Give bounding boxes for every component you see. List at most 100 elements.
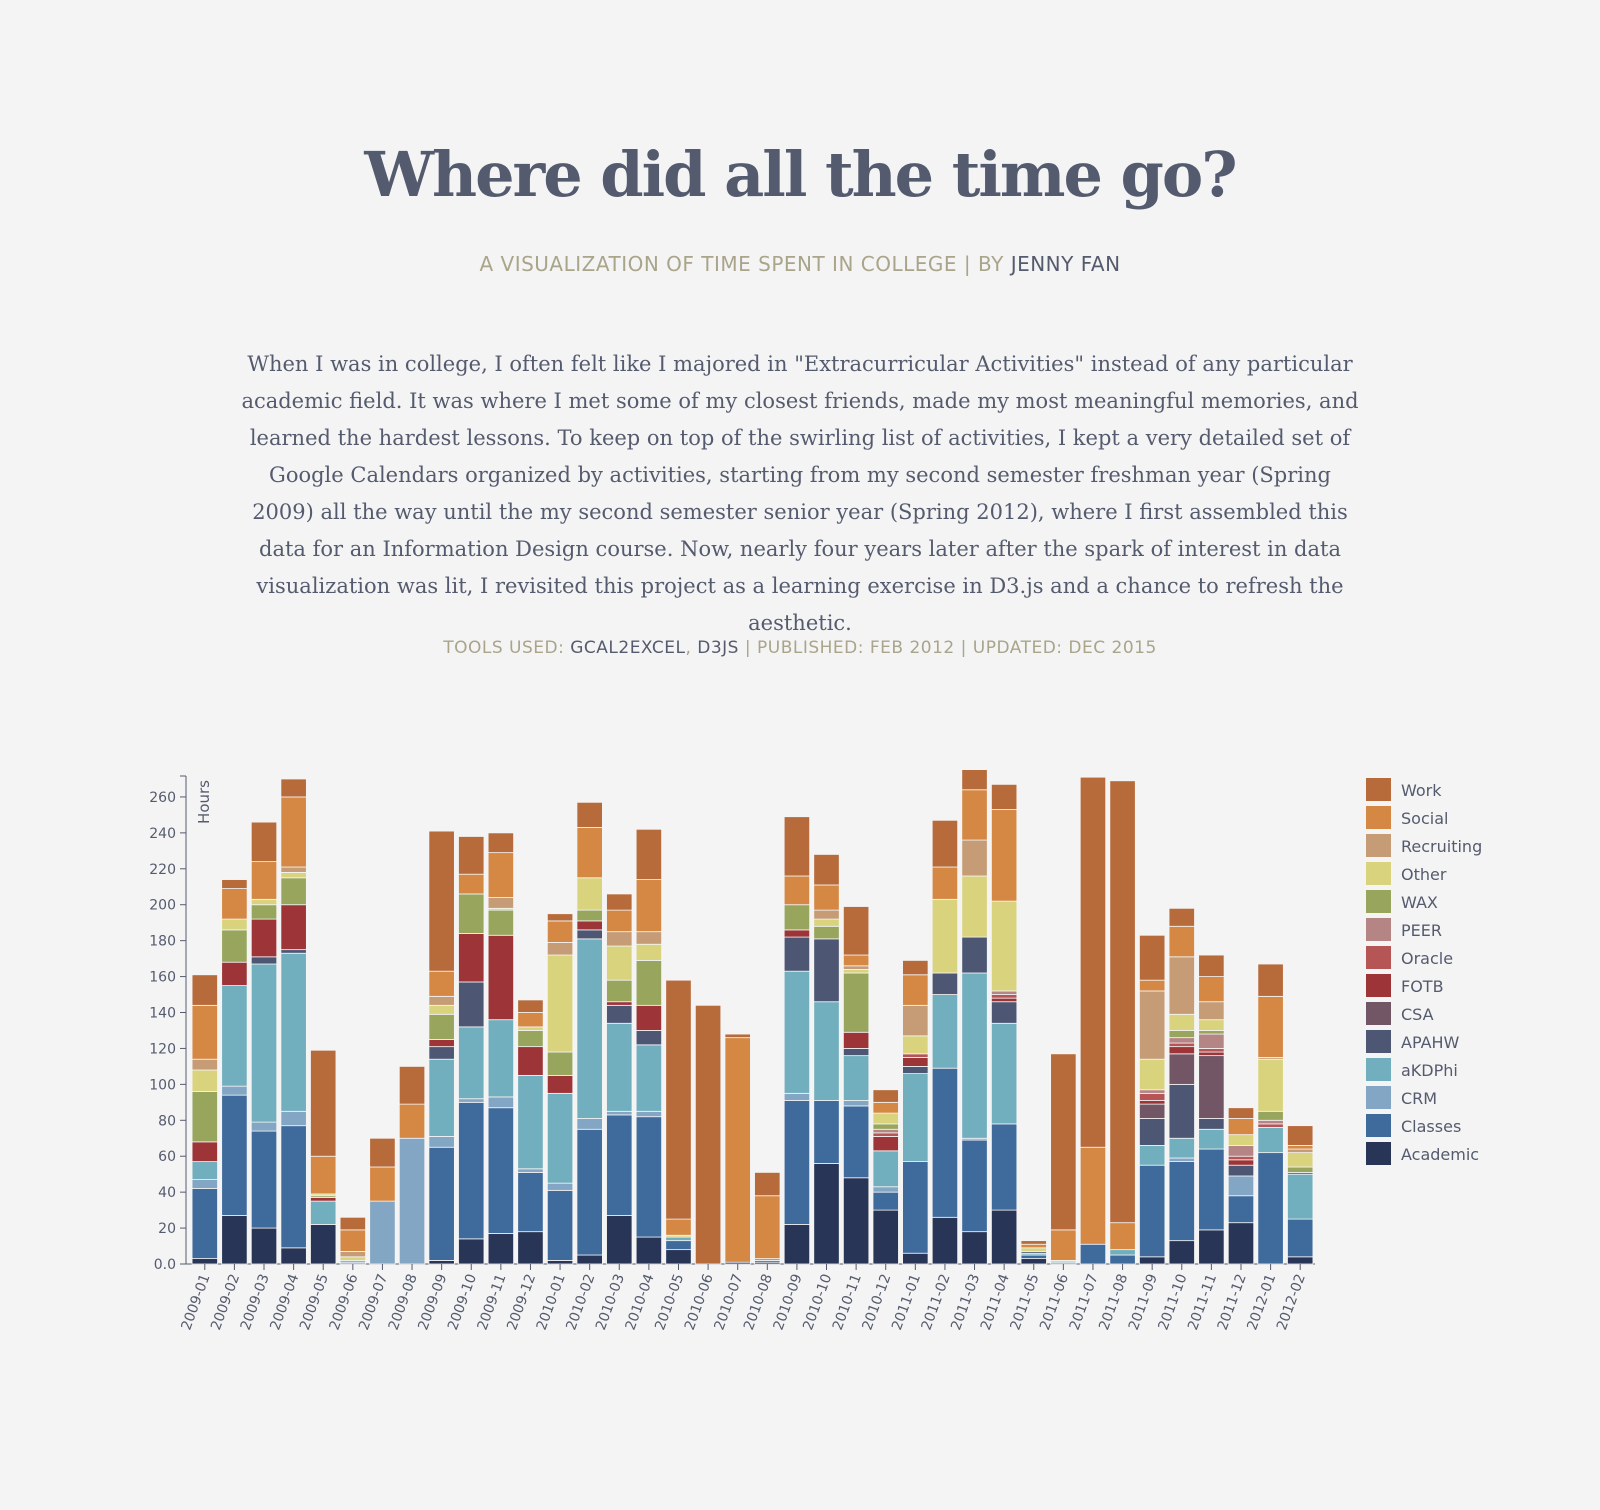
bar-segment[interactable]	[1050, 1053, 1077, 1231]
bar-segment[interactable]	[783, 1224, 811, 1265]
bar-segment[interactable]	[991, 809, 1018, 902]
bar-segment[interactable]	[991, 990, 1018, 995]
bar-segment[interactable]	[339, 1251, 366, 1258]
bar-segment[interactable]	[191, 1004, 218, 1060]
bar-segment[interactable]	[546, 1074, 574, 1094]
bar-segment[interactable]	[339, 1229, 366, 1252]
bar-segment[interactable]	[1020, 1247, 1047, 1252]
bar-segment[interactable]	[1287, 1173, 1314, 1220]
bar-segment[interactable]	[1227, 1145, 1255, 1157]
bar-segment[interactable]	[665, 1249, 692, 1265]
bar-segment[interactable]	[872, 1186, 899, 1193]
bar-segment[interactable]	[842, 1177, 870, 1265]
bar-segment[interactable]	[280, 1247, 307, 1265]
bar-segment[interactable]	[221, 879, 248, 889]
bar-segment[interactable]	[546, 1051, 574, 1076]
bar-segment[interactable]	[754, 1171, 781, 1197]
bar-segment[interactable]	[1227, 1118, 1255, 1136]
bar-segment[interactable]	[1257, 963, 1284, 997]
bar-segment[interactable]	[1139, 990, 1166, 1060]
bar-segment[interactable]	[991, 994, 1018, 999]
bar-segment[interactable]	[546, 954, 574, 1053]
bar-segment[interactable]	[458, 981, 485, 1028]
bar-segment[interactable]	[1198, 1118, 1225, 1130]
bar-segment[interactable]	[1168, 925, 1195, 958]
bar-segment[interactable]	[1139, 1100, 1166, 1105]
bar-segment[interactable]	[842, 954, 870, 967]
bar-segment[interactable]	[665, 979, 692, 1220]
bar-segment[interactable]	[1168, 1157, 1195, 1163]
bar-segment[interactable]	[1168, 1083, 1195, 1139]
bar-segment[interactable]	[872, 1112, 899, 1125]
bar-segment[interactable]	[546, 1182, 574, 1191]
bar-segment[interactable]	[191, 974, 218, 1006]
bar-segment[interactable]	[783, 875, 811, 906]
bar-segment[interactable]	[191, 1069, 218, 1092]
bar-segment[interactable]	[961, 789, 988, 841]
bar-segment[interactable]	[546, 1189, 574, 1261]
bar-segment[interactable]	[606, 945, 633, 981]
bar-segment[interactable]	[635, 1004, 663, 1031]
bar-segment[interactable]	[280, 904, 307, 951]
bar-segment[interactable]	[1257, 1127, 1284, 1154]
bar-segment[interactable]	[310, 1224, 337, 1265]
bar-segment[interactable]	[783, 904, 811, 931]
bar-segment[interactable]	[1168, 1042, 1195, 1048]
bar-segment[interactable]	[1168, 1037, 1195, 1044]
bar-segment[interactable]	[813, 884, 840, 911]
bar-segment[interactable]	[606, 931, 633, 947]
bar-segment[interactable]	[1257, 995, 1284, 1058]
bar-segment[interactable]	[546, 913, 574, 922]
bar-segment[interactable]	[280, 877, 307, 906]
bar-segment[interactable]	[1050, 1229, 1077, 1261]
bar-segment[interactable]	[428, 1260, 455, 1265]
bar-segment[interactable]	[310, 1200, 337, 1225]
bar-segment[interactable]	[191, 1091, 218, 1143]
bar-segment[interactable]	[635, 879, 663, 933]
bar-segment[interactable]	[310, 1049, 337, 1157]
bar-segment[interactable]	[1198, 1051, 1225, 1057]
bar-segment[interactable]	[902, 1065, 929, 1074]
bar-segment[interactable]	[517, 1046, 544, 1076]
bar-segment[interactable]	[250, 904, 278, 920]
bar-segment[interactable]	[458, 933, 485, 983]
bar-segment[interactable]	[221, 1094, 248, 1216]
bar-segment[interactable]	[1257, 1110, 1284, 1121]
bar-segment[interactable]	[458, 836, 485, 875]
bar-segment[interactable]	[250, 1227, 278, 1265]
bar-segment[interactable]	[1287, 1145, 1314, 1150]
bar-segment[interactable]	[1168, 1137, 1195, 1159]
bar-segment[interactable]	[961, 1231, 988, 1265]
bar-segment[interactable]	[842, 1105, 870, 1179]
bar-segment[interactable]	[842, 1031, 870, 1049]
bar-segment[interactable]	[1227, 1164, 1255, 1177]
bar-segment[interactable]	[842, 968, 870, 974]
bar-segment[interactable]	[724, 1033, 751, 1039]
bar-segment[interactable]	[1109, 780, 1136, 1224]
bar-segment[interactable]	[872, 1101, 899, 1114]
bar-segment[interactable]	[1139, 1118, 1166, 1146]
bar-segment[interactable]	[1287, 1125, 1314, 1146]
bar-segment[interactable]	[902, 1004, 929, 1037]
bar-segment[interactable]	[1198, 1033, 1225, 1049]
bar-segment[interactable]	[369, 1200, 396, 1265]
bar-segment[interactable]	[1139, 1103, 1166, 1119]
bar-segment[interactable]	[221, 918, 248, 931]
bar-segment[interactable]	[783, 970, 811, 1094]
bar-segment[interactable]	[250, 956, 278, 965]
bar-segment[interactable]	[517, 1074, 544, 1170]
bar-segment[interactable]	[902, 1057, 929, 1067]
bar-segment[interactable]	[635, 931, 663, 945]
bar-segment[interactable]	[1227, 1222, 1255, 1265]
bar-segment[interactable]	[902, 974, 929, 1006]
bar-segment[interactable]	[783, 816, 811, 877]
bar-segment[interactable]	[458, 873, 485, 895]
bar-segment[interactable]	[635, 1044, 663, 1112]
bar-segment[interactable]	[1227, 1159, 1255, 1166]
bar-segment[interactable]	[606, 1001, 633, 1006]
bar-segment[interactable]	[428, 1013, 455, 1040]
bar-segment[interactable]	[339, 1216, 366, 1231]
bar-segment[interactable]	[1198, 1001, 1225, 1021]
bar-segment[interactable]	[1198, 1148, 1225, 1231]
bar-segment[interactable]	[250, 963, 278, 1123]
